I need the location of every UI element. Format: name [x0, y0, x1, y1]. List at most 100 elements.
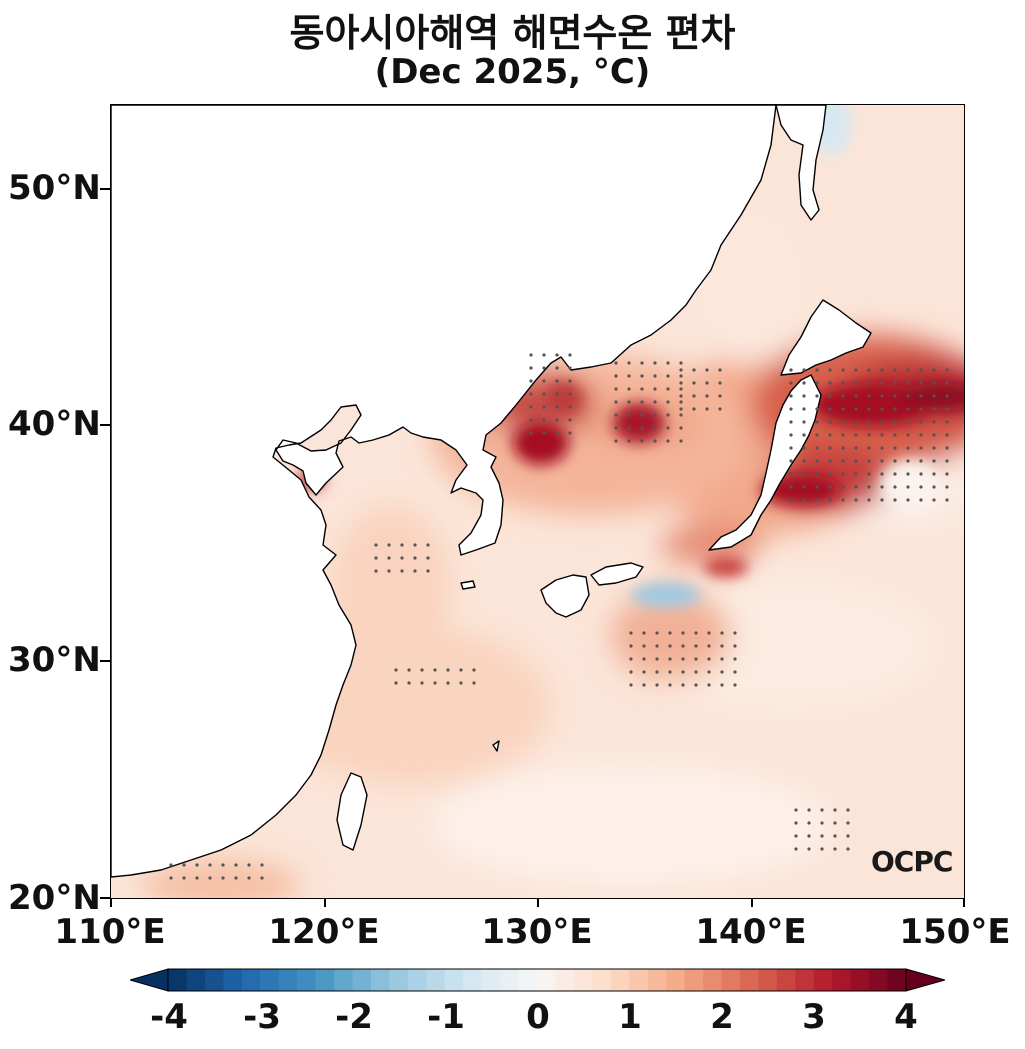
stipple-dot — [655, 644, 659, 648]
stipple-dot — [705, 394, 709, 398]
stipple-dot — [679, 439, 683, 443]
stipple-dot — [906, 420, 910, 424]
stipple-dot — [919, 498, 923, 502]
stipple-dot — [679, 426, 683, 430]
stipple-dot — [679, 381, 683, 385]
stipple-dot — [614, 374, 618, 378]
colorbar-segment — [407, 969, 427, 991]
stipple-dot — [642, 657, 646, 661]
stipple-dot — [627, 400, 631, 404]
stipple-dot — [932, 407, 936, 411]
stipple-dot — [681, 644, 685, 648]
stipple-dot — [733, 670, 737, 674]
stipple-dot — [807, 821, 811, 825]
stipple-dot — [692, 381, 696, 385]
stipple-dot — [653, 439, 657, 443]
stipple-dot — [820, 821, 824, 825]
stipple-dot — [555, 353, 559, 357]
stipple-dot — [653, 374, 657, 378]
stipple-dot — [893, 394, 897, 398]
stipple-dot — [640, 387, 644, 391]
stipple-dot — [681, 670, 685, 674]
lon-label-140: 140°E — [695, 912, 807, 952]
stipple-dot — [828, 485, 832, 489]
stipple-dot — [446, 668, 450, 672]
japan-honshu — [708, 374, 822, 551]
stipple-dot — [705, 407, 709, 411]
stipple-dot — [828, 459, 832, 463]
stipple-dot — [815, 368, 819, 372]
colorbar-segment — [352, 969, 372, 991]
lat-label-40: 40°N — [8, 404, 101, 444]
stipple-dot — [260, 876, 264, 880]
stipple-dot — [880, 446, 884, 450]
lat-label-50: 50°N — [8, 168, 101, 208]
ryukyu-island — [492, 740, 500, 752]
stipple-dot — [679, 407, 683, 411]
stipple-dot — [733, 644, 737, 648]
stipple-dot — [789, 433, 793, 437]
stipple-dot — [932, 433, 936, 437]
stipple-dot — [854, 368, 858, 372]
colorbar-segment — [481, 969, 501, 991]
stipple-dot — [666, 400, 670, 404]
stipple-dot — [400, 543, 404, 547]
stipple-dot — [542, 405, 546, 409]
stipple-dot — [854, 498, 858, 502]
stipple-dot — [260, 863, 264, 867]
stipple-dot — [640, 439, 644, 443]
stipple-dot — [945, 472, 949, 476]
colorbar-segment — [186, 969, 206, 991]
stipple-dot — [815, 498, 819, 502]
stipple-dot — [555, 379, 559, 383]
stipple-dot — [707, 683, 711, 687]
colorbar-frame — [167, 968, 907, 992]
stipple-dot — [640, 374, 644, 378]
stipple-dot — [642, 683, 646, 687]
stipple-dot — [529, 405, 533, 409]
stipple-dot — [655, 683, 659, 687]
stipple-dot — [542, 366, 546, 370]
stipple-dot — [387, 556, 391, 560]
stipple-dot — [420, 681, 424, 685]
stipple-dot — [182, 863, 186, 867]
japan-kyushu — [540, 574, 590, 618]
stipple-dot — [945, 498, 949, 502]
stipple-dot — [802, 446, 806, 450]
stipple-dot — [247, 863, 251, 867]
stipple-dot — [867, 420, 871, 424]
stipple-dot — [666, 413, 670, 417]
lon-tick-150 — [963, 899, 965, 907]
stipple-dot — [627, 361, 631, 365]
stipple-dot — [420, 668, 424, 672]
colorbar-segment — [703, 969, 722, 991]
stipple-dot — [707, 670, 711, 674]
stipple-dot — [679, 368, 683, 372]
stipple-dot — [841, 394, 845, 398]
stipple-dot — [802, 433, 806, 437]
stipple-dot — [642, 644, 646, 648]
stipple-dot — [906, 368, 910, 372]
stipple-dot — [807, 847, 811, 851]
stipple-dot — [720, 657, 724, 661]
stipple-dot — [854, 472, 858, 476]
colorbar-segment — [444, 969, 464, 991]
land — [111, 105, 872, 878]
colorbar-segment — [666, 969, 686, 991]
stipple-dot — [893, 498, 897, 502]
stipple-dot — [820, 834, 824, 838]
colorbar-segment — [887, 969, 907, 991]
stipple-dot — [932, 381, 936, 385]
stipple-dot — [394, 681, 398, 685]
stipple-dot — [681, 657, 685, 661]
stipple-dot — [789, 381, 793, 385]
colorbar-tick-label: 4 — [894, 997, 918, 1037]
stipple-dot — [833, 821, 837, 825]
stipple-dot — [807, 834, 811, 838]
sakhalin — [775, 105, 827, 221]
stipple-dot — [854, 407, 858, 411]
stipple-dot — [707, 631, 711, 635]
stipple-dot — [815, 459, 819, 463]
stipple-dot — [815, 420, 819, 424]
colorbar-segment — [426, 969, 446, 991]
